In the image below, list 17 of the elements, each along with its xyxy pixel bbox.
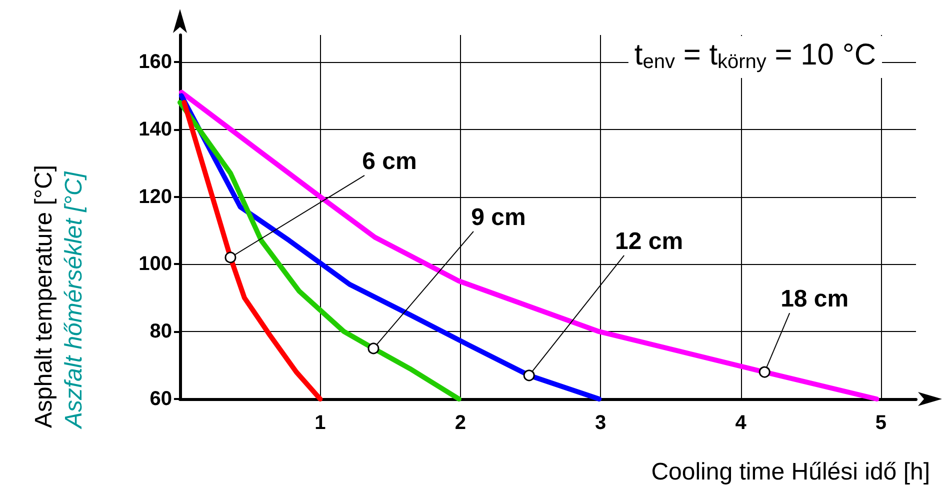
x-axis-title: Cooling time Hűlési idő [h] — [651, 458, 930, 486]
y-tick-label: 140 — [138, 118, 172, 140]
x-tick-label: 1 — [314, 412, 326, 434]
y-tick-label: 80 — [150, 320, 172, 343]
x-tick-label: 5 — [875, 412, 887, 434]
annotation: 9 cm — [471, 204, 526, 231]
y-tick-label: 100 — [138, 253, 172, 276]
y-tick-label: 160 — [138, 50, 172, 73]
y-axis-title: Asphalt temperature [°C] Aszfalt hőmérséklet [°C] — [30, 164, 88, 430]
y-tick-label: 60 — [150, 388, 172, 410]
x-tick-label: 4 — [735, 412, 748, 434]
annotation: 18 cm — [780, 286, 849, 313]
annotation: 12 cm — [615, 228, 684, 255]
x-tick-label: 3 — [595, 412, 606, 434]
x-tick-label: 2 — [454, 412, 466, 434]
annotation: 6 cm — [362, 148, 417, 175]
y-tick-label: 120 — [138, 186, 172, 208]
